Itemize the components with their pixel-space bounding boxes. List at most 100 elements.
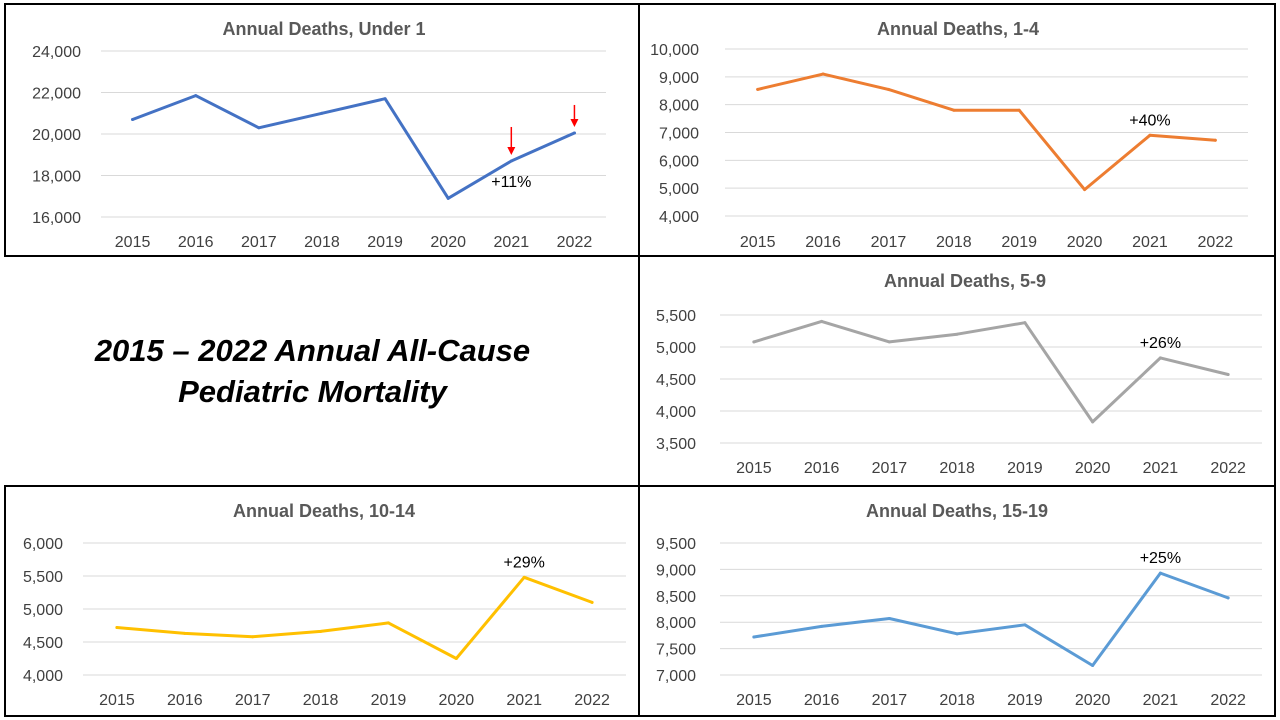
data-point	[955, 332, 959, 336]
chart-panel-under-1: Annual Deaths, Under 1 16,000 18,000 20,000…	[4, 3, 640, 257]
x-tick-label: 2018	[304, 234, 340, 251]
annotation-label: +26%	[1140, 335, 1181, 352]
y-tick-label: 7,000	[659, 126, 699, 143]
y-tick-label: 9,500	[656, 536, 696, 553]
data-point	[572, 131, 576, 135]
x-tick-label: 2016	[178, 234, 214, 251]
x-tick-label: 2015	[740, 234, 776, 251]
data-point	[183, 631, 187, 635]
x-tick-label: 2019	[367, 234, 403, 251]
y-tick-label: 4,000	[659, 209, 699, 226]
series-line	[756, 72, 1217, 192]
x-tick-label: 2019	[1001, 234, 1037, 251]
x-tick-label: 2021	[506, 692, 542, 709]
x-tick-label: 2020	[439, 692, 475, 709]
x-tick-label: 2017	[235, 692, 271, 709]
data-point	[1023, 623, 1027, 627]
data-point	[1023, 321, 1027, 325]
y-tick-label: 4,500	[23, 635, 63, 652]
chart-1-4: Annual Deaths, 1-4 4,000 5,000 6,000 7,000 8,…	[650, 19, 1248, 251]
x-tick-label: 2022	[1198, 234, 1234, 251]
y-tick-label: 20,000	[32, 127, 81, 144]
page-title-line-1: 2015 – 2022 Annual All-Cause	[94, 333, 531, 368]
series-line	[131, 94, 576, 200]
y-tick-label: 4,500	[656, 372, 696, 389]
x-tick-label: 2017	[241, 234, 277, 251]
data-point	[752, 635, 756, 639]
x-tick-label: 2015	[736, 692, 772, 709]
x-tick-label: 2022	[574, 692, 610, 709]
chart-title-5-9: Annual Deaths, 5-9	[884, 271, 1046, 291]
annotation-label: +11%	[491, 174, 531, 191]
x-tick-label: 2016	[804, 692, 840, 709]
page-title: 2015 – 2022 Annual All-Cause Pediatric M…	[20, 330, 605, 412]
data-point	[115, 625, 119, 629]
chart-title-15-19: Annual Deaths, 15-19	[866, 501, 1048, 521]
y-tick-label: 8,000	[659, 98, 699, 115]
y-tick-label: 5,000	[659, 181, 699, 198]
data-point	[1148, 133, 1152, 137]
y-tick-label: 10,000	[650, 42, 699, 59]
data-point	[251, 635, 255, 639]
y-tick-label: 8,000	[656, 615, 696, 632]
y-tick-label: 7,500	[656, 642, 696, 659]
data-point	[1158, 356, 1162, 360]
data-point	[131, 117, 135, 121]
data-point	[522, 575, 526, 579]
x-tick-label: 2018	[936, 234, 972, 251]
y-tick-label: 18,000	[32, 169, 81, 186]
x-tick-label: 2019	[1007, 692, 1043, 709]
y-tick-label: 9,000	[656, 562, 696, 579]
chart-title-10-14: Annual Deaths, 10-14	[233, 501, 415, 521]
x-tick-label: 2019	[1007, 460, 1043, 477]
y-tick-label: 6,000	[23, 536, 63, 553]
chart-panel-10-14: Annual Deaths, 10-14 4,000 4,500 5,000 5,500…	[4, 485, 640, 717]
chart-panel-1-4: Annual Deaths, 1-4 4,000 5,000 6,000 7,000 8,…	[638, 3, 1276, 257]
x-tick-label: 2020	[1075, 692, 1111, 709]
y-tick-label: 5,000	[23, 602, 63, 619]
annotation-label: +29%	[504, 554, 545, 571]
x-tick-label: 2017	[872, 460, 908, 477]
data-point	[454, 657, 458, 660]
y-tick-label: 6,000	[659, 153, 699, 170]
x-tick-label: 2021	[1143, 692, 1179, 709]
data-point	[952, 108, 956, 112]
y-tick-label: 4,000	[23, 668, 63, 685]
chart-under-1: Annual Deaths, Under 1 16,000 18,000 20,000…	[32, 19, 606, 251]
data-point	[886, 87, 890, 91]
x-tick-label: 2016	[804, 460, 840, 477]
x-tick-label: 2015	[115, 234, 151, 251]
y-tick-label: 5,500	[656, 308, 696, 325]
x-tick-label: 2017	[871, 234, 907, 251]
data-point	[887, 340, 891, 344]
data-point	[887, 617, 891, 621]
data-point	[590, 600, 594, 604]
y-tick-label: 22,000	[32, 86, 81, 103]
annotation-label: +40%	[1129, 112, 1170, 129]
chart-15-19: Annual Deaths, 15-19 7,000 7,500 8,000 8,500…	[656, 501, 1262, 709]
x-tick-label: 2020	[430, 234, 466, 251]
data-point	[446, 196, 450, 200]
data-point	[386, 621, 390, 625]
red-down-arrow-icon	[507, 126, 516, 155]
data-point	[821, 72, 825, 76]
series-line	[752, 319, 1230, 424]
y-tick-label: 3,500	[656, 436, 696, 453]
data-point	[820, 319, 824, 323]
data-point	[820, 624, 824, 628]
data-point	[752, 340, 756, 344]
data-point	[1091, 420, 1095, 424]
y-tick-label: 4,000	[656, 404, 696, 421]
x-tick-label: 2016	[805, 234, 841, 251]
data-point	[320, 111, 324, 115]
x-tick-label: 2021	[1132, 234, 1168, 251]
x-tick-label: 2020	[1075, 460, 1111, 477]
data-point	[1083, 188, 1087, 192]
chart-title-1-4: Annual Deaths, 1-4	[877, 19, 1039, 39]
x-tick-label: 2021	[494, 234, 530, 251]
data-point	[509, 159, 513, 163]
series-line	[752, 571, 1230, 667]
x-tick-label: 2019	[371, 692, 407, 709]
data-point	[1226, 596, 1230, 600]
data-point	[1017, 108, 1021, 112]
